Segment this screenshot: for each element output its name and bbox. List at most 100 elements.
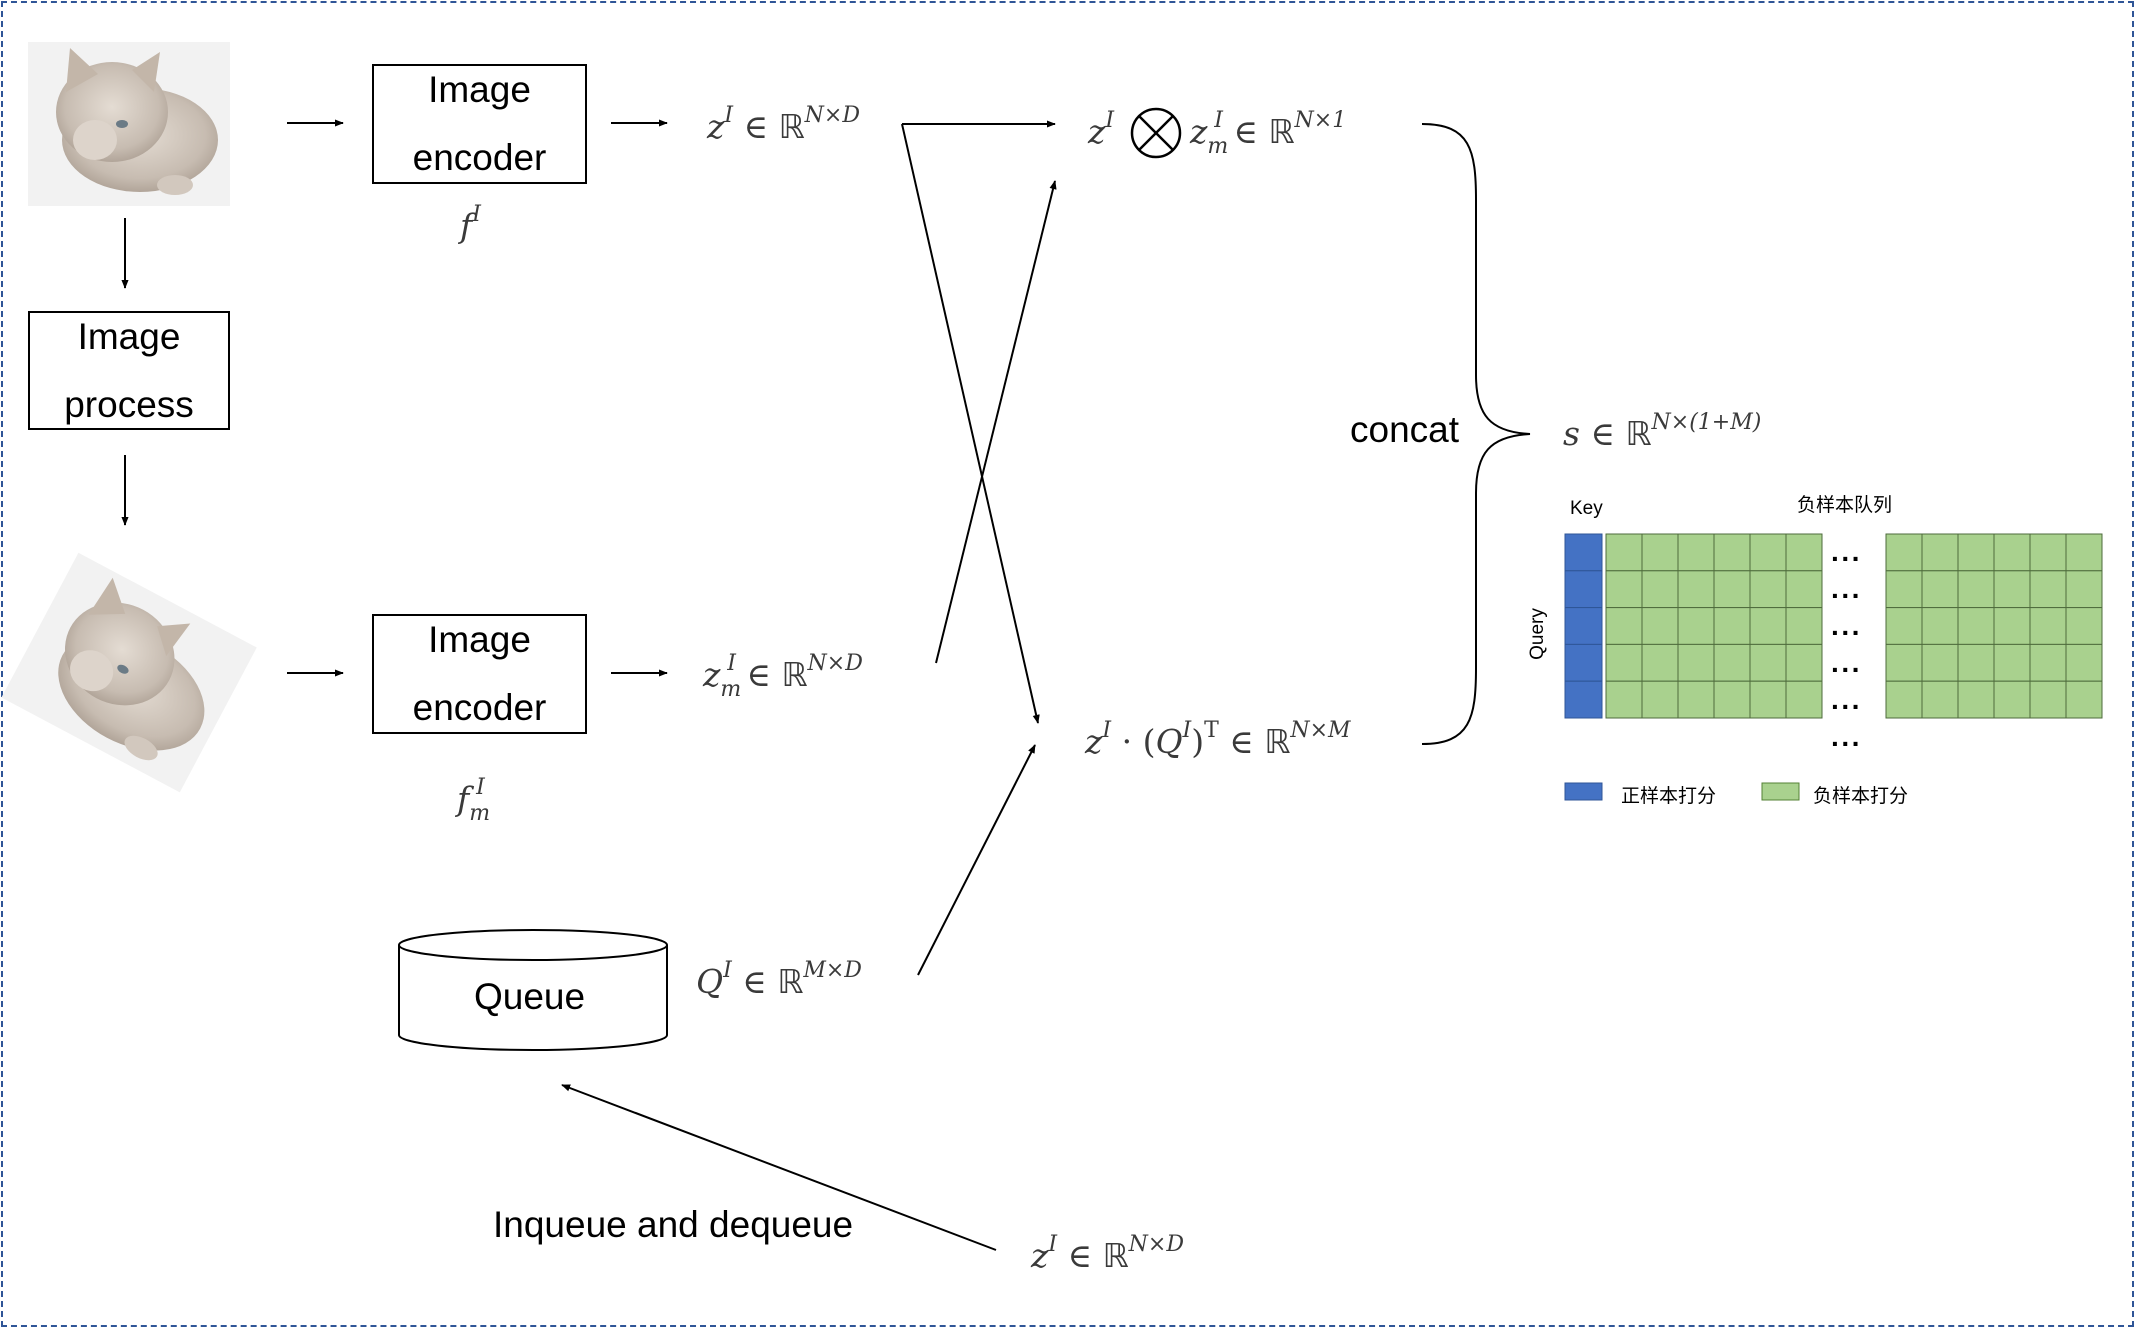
arrow-z-to-neg (901, 123, 1040, 724)
negative-cell (1749, 643, 1787, 682)
negative-cell (2065, 643, 2103, 682)
image-process-box: Image process (28, 311, 230, 430)
legend-positive-swatch (1564, 782, 1603, 801)
z-bottom-label: zI ∈ ℝN×D (1031, 1232, 1184, 1275)
legend-positive-label: 正样本打分 (1621, 786, 1717, 807)
image-encoder-bottom-box: Image encoder (372, 614, 587, 734)
encoder-top-line2: encoder (412, 137, 547, 178)
negative-cell (1957, 607, 1995, 645)
negative-cell (1677, 643, 1715, 682)
negative-cell (1713, 680, 1751, 719)
negative-cell (1993, 680, 2031, 719)
key-cell (1564, 680, 1603, 719)
negative-cell (1785, 570, 1823, 609)
encoder-bottom-line2: encoder (412, 687, 547, 728)
query-label: Query (1526, 608, 1548, 660)
z-top-label: zI ∈ ℝN×D (707, 103, 860, 146)
negative-cell (1957, 570, 1995, 609)
negative-cell (1921, 680, 1959, 719)
negative-cell (1921, 607, 1959, 645)
negative-cell (2029, 643, 2067, 682)
negative-cell (1885, 680, 1923, 719)
key-cell (1564, 643, 1603, 682)
dots-row-5: ··· (1831, 691, 1862, 722)
negative-cell (2029, 680, 2067, 719)
negative-cell (2029, 607, 2067, 645)
negative-cell (2065, 680, 2103, 719)
negative-cell (1677, 570, 1715, 609)
score-matrix (1564, 533, 2103, 719)
negative-cell (1641, 570, 1679, 609)
negative-cell (1957, 533, 1995, 572)
concat-brace (1421, 123, 1531, 745)
negative-cell (1749, 570, 1787, 609)
key-cell (1564, 607, 1603, 645)
negative-cell (1785, 680, 1823, 719)
negative-cell (1993, 570, 2031, 609)
negative-cell (2029, 533, 2067, 572)
key-label: Key (1570, 498, 1603, 519)
negative-cell (1677, 533, 1715, 572)
negative-cell (1641, 643, 1679, 682)
rotated-cat-photo (1, 552, 257, 793)
f-I-label: fI (460, 202, 481, 245)
Q-I-label: QI ∈ ℝM×D (696, 958, 862, 1001)
dots-row-4: ··· (1831, 654, 1862, 685)
z-m-label: zmI ∈ ℝN×D (703, 651, 863, 702)
key-cell (1564, 570, 1603, 609)
negative-cell (1713, 533, 1751, 572)
negative-cell (1713, 607, 1751, 645)
negative-cell (1885, 533, 1923, 572)
negative-cell (1749, 680, 1787, 719)
encoder-top-line1: Image (428, 69, 531, 110)
negative-cell (1921, 533, 1959, 572)
negative-cell (1885, 643, 1923, 682)
s-label: s ∈ ℝN×(1+M) (1563, 410, 1762, 453)
negative-cell (1921, 643, 1959, 682)
negative-cell (1957, 680, 1995, 719)
negative-cell (1641, 680, 1679, 719)
queue-matrix-label: 负样本队列 (1797, 495, 1893, 516)
pos-score-right: zmI ∈ ℝN×1 (1190, 108, 1347, 159)
dots-row-2: ··· (1831, 580, 1862, 611)
negative-cell (1749, 607, 1787, 645)
negative-cell (1993, 607, 2031, 645)
queue-label: Queue (474, 976, 586, 1017)
negative-cell (2065, 533, 2103, 572)
negative-cell (1993, 533, 2031, 572)
negative-cell (2065, 570, 2103, 609)
concat-label: concat (1350, 409, 1460, 450)
negative-cell (1605, 680, 1643, 719)
legend-negative-label: 负样本打分 (1813, 786, 1909, 807)
negative-cell (1605, 643, 1643, 682)
inqueue-label: Inqueue and dequeue (493, 1204, 854, 1245)
queue-cylinder (398, 929, 668, 1051)
negative-cell (1605, 533, 1643, 572)
arrow-queue-to-neg (917, 744, 1036, 976)
negative-cell (1605, 570, 1643, 609)
negative-cell (2065, 607, 2103, 645)
encoder-bottom-line1: Image (428, 619, 531, 660)
dots-row-6: ··· (1831, 728, 1862, 759)
image-encoder-top-box: Image encoder (372, 64, 587, 184)
negative-cell (1749, 533, 1787, 572)
process-line2: process (64, 383, 194, 425)
key-cell (1564, 533, 1603, 572)
otimes-symbol (1130, 107, 1182, 159)
arrows (121, 119, 1531, 1251)
negative-cell (1677, 680, 1715, 719)
negative-cell (1885, 570, 1923, 609)
negative-cell (1713, 570, 1751, 609)
pos-score-left: zI (1088, 108, 1115, 151)
process-line1: Image (77, 315, 181, 357)
negative-cell (1785, 643, 1823, 682)
negative-cell (1785, 607, 1823, 645)
negative-cell (1885, 607, 1923, 645)
negative-cell (1677, 607, 1715, 645)
negative-cell (1641, 533, 1679, 572)
negative-cell (1957, 643, 1995, 682)
negative-cell (1921, 570, 1959, 609)
neg-score-label: zI · (QI)T ∈ ℝN×M (1085, 718, 1351, 761)
